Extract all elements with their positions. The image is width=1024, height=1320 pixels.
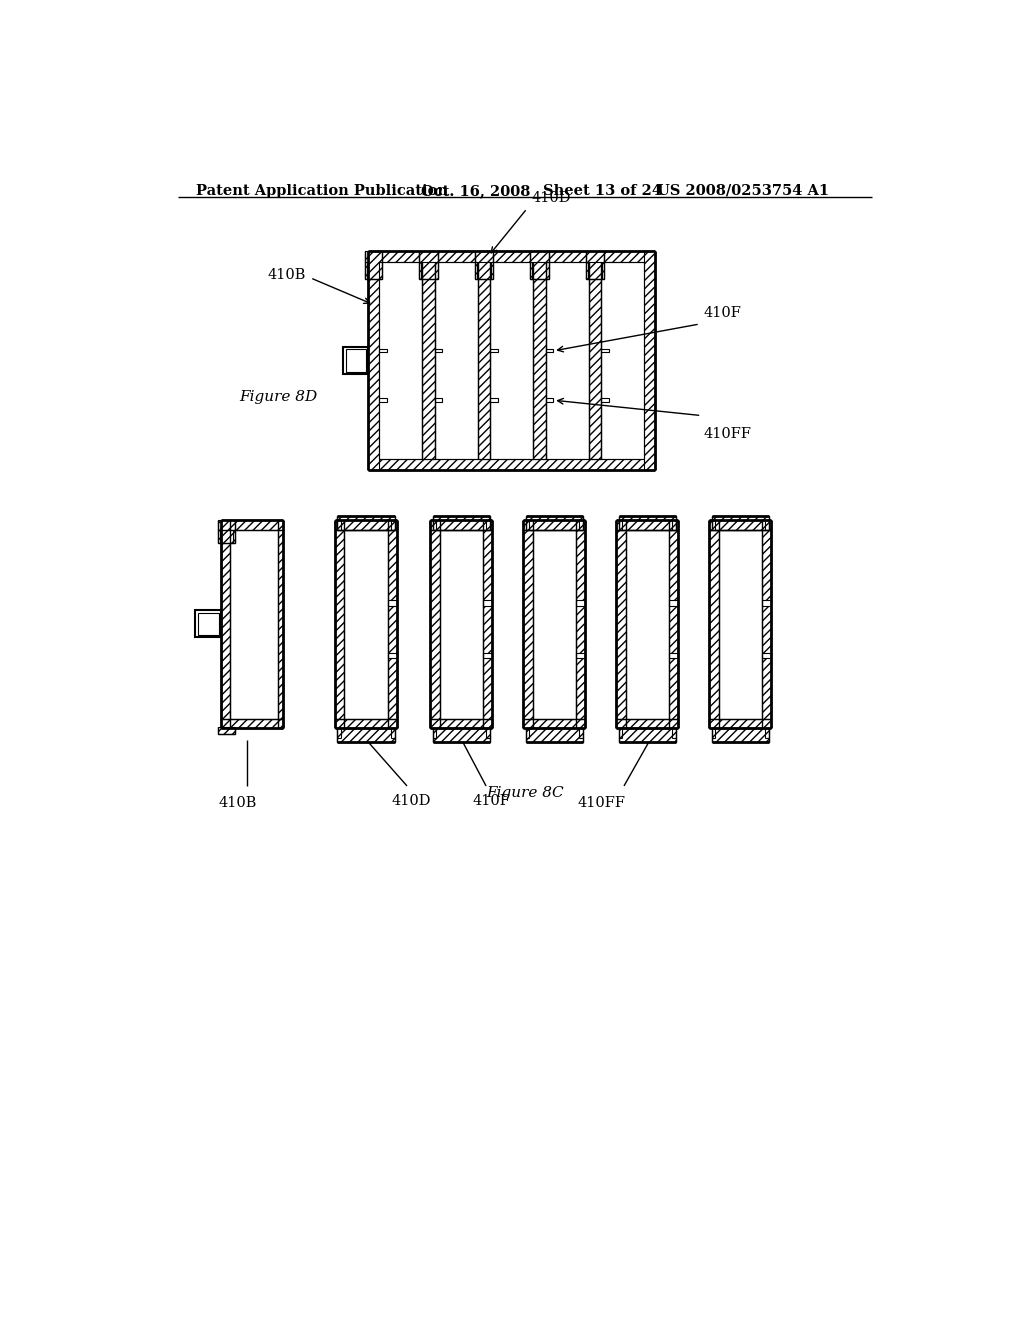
Bar (523, 520, 532, 729)
Bar (618, 729, 676, 742)
Bar (601, 397, 609, 401)
Bar (369, 459, 655, 470)
Bar (601, 348, 609, 352)
Bar (218, 726, 234, 734)
Bar (434, 397, 442, 401)
Bar (589, 261, 601, 459)
Bar (523, 520, 586, 529)
Text: Figure 8C: Figure 8C (486, 785, 563, 800)
Bar (430, 520, 439, 729)
Bar (430, 719, 493, 729)
Bar (710, 520, 771, 529)
Text: Oct. 16, 2008: Oct. 16, 2008 (421, 183, 530, 198)
Bar (388, 520, 397, 729)
Bar (335, 520, 344, 729)
Bar (525, 516, 583, 529)
Text: 410F: 410F (473, 793, 511, 808)
Text: 410FF: 410FF (578, 796, 626, 810)
Bar (221, 719, 283, 729)
Bar (523, 719, 586, 729)
Bar (337, 729, 394, 742)
Bar (196, 610, 221, 638)
Bar (430, 520, 493, 529)
Bar (369, 251, 379, 470)
Text: Sheet 13 of 24: Sheet 13 of 24 (544, 183, 663, 198)
Bar (335, 520, 397, 529)
Bar (369, 251, 655, 261)
Bar (388, 601, 397, 606)
Bar (669, 520, 678, 729)
Bar (669, 601, 678, 606)
Bar (586, 251, 604, 279)
Bar (434, 348, 442, 352)
Bar (432, 516, 489, 529)
Bar (762, 653, 771, 659)
Text: 410FF: 410FF (703, 428, 752, 441)
Bar (762, 601, 771, 606)
Bar (483, 653, 493, 659)
Bar (616, 520, 626, 729)
Bar (221, 520, 283, 529)
Bar (490, 348, 498, 352)
Bar (198, 612, 219, 635)
Bar (366, 251, 382, 279)
Bar (644, 251, 655, 470)
Bar (575, 653, 586, 659)
Bar (712, 729, 769, 742)
Bar (343, 347, 369, 374)
Bar (669, 653, 678, 659)
Bar (337, 516, 394, 529)
Bar (379, 348, 387, 352)
Bar (618, 516, 676, 529)
Bar (616, 719, 678, 729)
Bar (419, 251, 437, 279)
Bar (575, 601, 586, 606)
Bar (221, 520, 230, 729)
Bar (432, 729, 489, 742)
Bar (335, 719, 397, 729)
Text: 410B: 410B (219, 796, 257, 810)
Bar (474, 251, 494, 279)
Bar (346, 350, 366, 372)
Bar (218, 520, 234, 544)
Bar (422, 261, 434, 459)
Bar (379, 397, 387, 401)
Bar (490, 397, 498, 401)
Bar (477, 261, 490, 459)
Bar (710, 719, 771, 729)
Bar (546, 397, 553, 401)
Bar (525, 729, 583, 742)
Text: 410D: 410D (531, 190, 570, 205)
Text: Figure 8D: Figure 8D (239, 391, 317, 404)
Bar (616, 520, 678, 529)
Text: 410B: 410B (267, 268, 306, 282)
Bar (710, 520, 719, 729)
Bar (483, 520, 493, 729)
Text: Patent Application Publication: Patent Application Publication (197, 183, 449, 198)
Bar (388, 653, 397, 659)
Text: 410F: 410F (703, 306, 741, 321)
Bar (575, 520, 586, 729)
Text: 410D: 410D (391, 793, 431, 808)
Bar (762, 520, 771, 729)
Bar (534, 261, 546, 459)
Text: US 2008/0253754 A1: US 2008/0253754 A1 (657, 183, 829, 198)
Bar (546, 348, 553, 352)
Bar (712, 516, 769, 529)
Bar (483, 601, 493, 606)
Bar (530, 251, 549, 279)
Bar (279, 520, 283, 729)
